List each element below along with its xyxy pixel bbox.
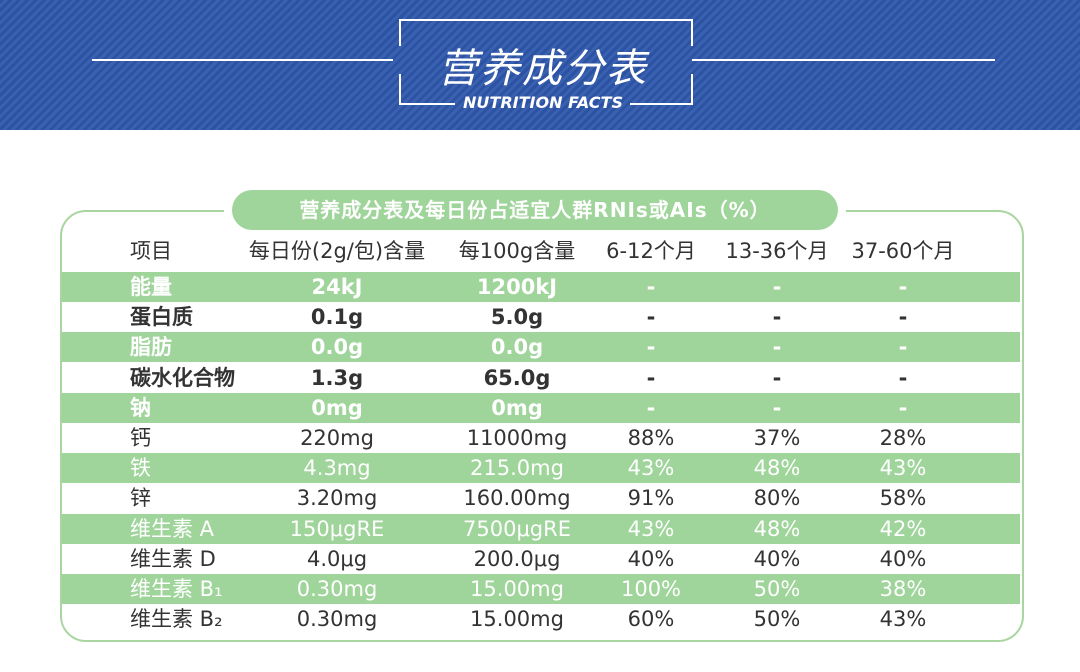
table-cell: 15.00mg (470, 607, 564, 632)
table-cell: 48% (753, 456, 801, 481)
table-row: 维生素 B₂ 0.30mg 15.00mg 60% 50% 43% (62, 604, 1020, 634)
table-cell: 钠 (130, 395, 151, 420)
table-cell: 43% (627, 456, 675, 481)
table-cell: 钙 (130, 426, 151, 450)
table-cell: 220mg (300, 426, 374, 450)
header-subtitle: NUTRITION FACTS (463, 93, 623, 112)
table-cell: 58% (879, 486, 927, 511)
header-band (0, 0, 1080, 130)
table-cell: - (646, 305, 656, 330)
table-cell: 脂肪 (130, 335, 172, 360)
table-cell: 碳水化合物 (130, 365, 235, 390)
table-cell: - (772, 305, 782, 330)
table-row: 脂肪 0.0g 0.0g - - - (62, 332, 1020, 363)
table-cell: 0mg (491, 395, 543, 420)
table-cell: 0.0g (490, 335, 544, 360)
table-row: 铁 4.3mg 215.0mg 43% 48% 43% (62, 453, 1020, 484)
table-row: 维生素 B₁ 0.30mg 15.00mg 100% 50% 38% (62, 574, 1020, 604)
table-cell: 48% (753, 516, 801, 541)
table-cell: 200.0μg (473, 546, 561, 571)
table-cell: 维生素 B₁ (130, 577, 223, 601)
table-cell: 15.00mg (470, 577, 564, 601)
table-cell: 4.3mg (303, 456, 371, 481)
table-cell: 0mg (311, 395, 363, 420)
table-cell: - (898, 335, 908, 360)
table-row: 项目 每日份(2g/包)含量 每100g含量 6-12个月 13-36个月 37-60个月 (62, 236, 1020, 266)
table-cell: 1.3g (310, 365, 364, 390)
table-cell: 1200kJ (476, 275, 558, 299)
table-cell: - (772, 365, 782, 390)
table-cell: 160.00mg (463, 486, 571, 511)
table-cell: - (898, 365, 908, 390)
table-cell: - (772, 275, 782, 299)
table-row: 维生素 A 150μgRE 7500μgRE 43% 48% 42% (62, 513, 1020, 544)
table-cell: - (898, 305, 908, 330)
table-cell: - (898, 395, 908, 420)
table-row: 蛋白质 0.1g 5.0g - - - (62, 302, 1020, 332)
table-cell: 13-36个月 (725, 239, 829, 263)
header-title: 营养成分表 (438, 46, 648, 92)
table-cell: 65.0g (483, 365, 551, 390)
table-cell: 每日份(2g/包)含量 (248, 239, 426, 263)
table-cell: 38% (879, 577, 927, 601)
table-cell: 150μgRE (289, 516, 385, 541)
table-row: 维生素 D 4.0μg 200.0μg 40% 40% 40% (62, 544, 1020, 574)
table-cell: 43% (627, 516, 675, 541)
table-cell: 215.0mg (470, 456, 564, 481)
table-cell: 锌 (130, 486, 151, 511)
table-cell: 0.30mg (296, 607, 378, 632)
table-cell: 维生素 B₂ (130, 607, 223, 632)
table-row: 钙 220mg 11000mg 88% 37% 28% (62, 423, 1020, 453)
table-cell: 60% (627, 607, 675, 632)
table-cell: 37-60个月 (851, 239, 955, 263)
table-cell: 88% (627, 426, 675, 450)
table-cell: - (646, 365, 656, 390)
table-cell: 100% (620, 577, 682, 601)
table-cell: 40% (753, 546, 801, 571)
table-cell: - (646, 275, 656, 299)
table-cell: 5.0g (490, 305, 544, 330)
table-cell: 4.0μg (306, 546, 368, 571)
table-cell: 24kJ (311, 275, 363, 299)
table-cell: 50% (753, 607, 801, 632)
table-row: 碳水化合物 1.3g 65.0g - - - (62, 363, 1020, 393)
table-cell: 每100g含量 (458, 239, 576, 263)
table-cell: 40% (879, 546, 927, 571)
table-cell: 91% (627, 486, 675, 511)
table-row: 锌 3.20mg 160.00mg 91% 80% 58% (62, 483, 1020, 513)
table-cell: - (772, 335, 782, 360)
table-cell: 0.30mg (296, 577, 378, 601)
table-cell: 7500μgRE (463, 516, 571, 541)
table-cell: 铁 (130, 456, 151, 481)
table-row: 能量 24kJ 1200kJ - - - (62, 272, 1020, 302)
table-cell: 能量 (130, 275, 172, 299)
table-cell: 0.1g (310, 305, 364, 330)
table-cell: 项目 (130, 239, 172, 263)
table-cell: 80% (753, 486, 801, 511)
table-cell: 维生素 D (130, 546, 216, 571)
table-cell: - (898, 275, 908, 299)
table-cell: 42% (879, 516, 927, 541)
table-cell: 37% (753, 426, 801, 450)
header-frame (92, 19, 995, 105)
table-cell: 3.20mg (296, 486, 378, 511)
table-title: 营养成分表及每日份占适宜人群RNIs或AIs（%） (232, 190, 838, 230)
table-cell: 43% (879, 456, 927, 481)
table-cell: 11000mg (466, 426, 568, 450)
table-cell: 维生素 A (130, 516, 215, 541)
table-cell: 蛋白质 (130, 305, 193, 330)
table-cell: 28% (879, 426, 927, 450)
table-cell: 6-12个月 (606, 239, 696, 263)
table-cell: - (772, 395, 782, 420)
table-cell: 40% (627, 546, 675, 571)
table-cell: - (646, 395, 656, 420)
table-cell: - (646, 335, 656, 360)
table-cell: 50% (753, 577, 801, 601)
table-row: 钠 0mg 0mg - - - (62, 392, 1020, 423)
table-cell: 43% (879, 607, 927, 632)
table-cell: 0.0g (310, 335, 364, 360)
